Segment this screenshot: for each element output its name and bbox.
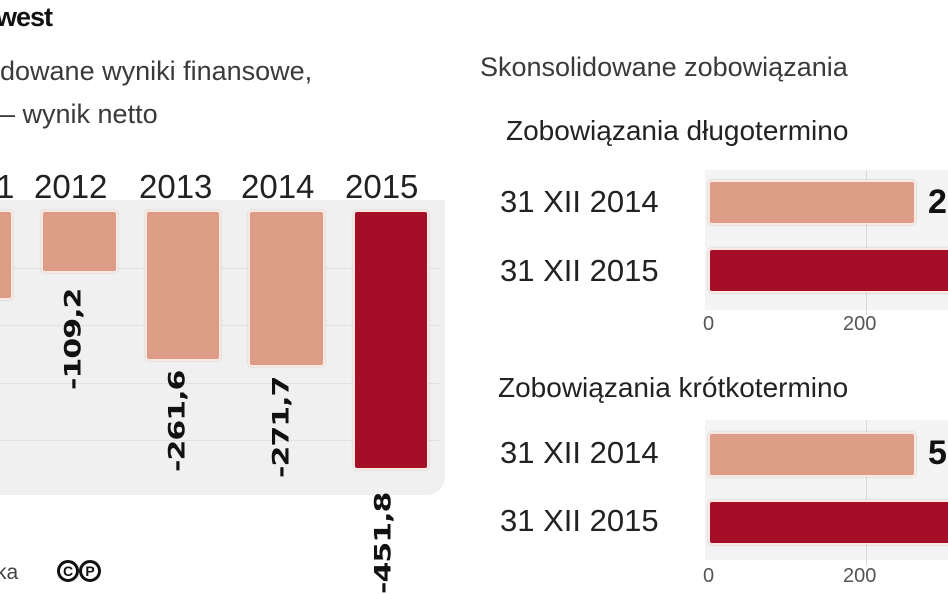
long-term-row-label-2015: 31 XII 2015 — [500, 253, 659, 288]
chart-title: west — [0, 2, 53, 32]
year-label-2012: 2012 — [34, 168, 108, 205]
source-label: ka — [0, 561, 19, 584]
gridline-200 — [866, 420, 867, 565]
bar-2011 — [0, 210, 13, 300]
chart-subtitle: dowane wyniki finansowe, – wynik netto — [0, 50, 312, 136]
year-label-2011: 1 — [0, 168, 15, 205]
copyright-mark: C P — [57, 560, 101, 582]
long-term-row-label-2014: 31 XII 2014 — [500, 184, 659, 219]
bar-2014 — [248, 210, 325, 367]
long-term-title: Zobowiązania długotermino — [506, 115, 849, 146]
short-term-bar-2015 — [708, 500, 948, 545]
tick-200: 200 — [843, 565, 877, 587]
gridline-200 — [866, 170, 867, 315]
bar-2015 — [353, 210, 429, 470]
long-term-bar-2014 — [708, 180, 916, 225]
subtitle-line-2: – wynik netto — [0, 99, 158, 129]
bar-2013 — [145, 210, 221, 361]
tick-200: 200 — [843, 313, 877, 335]
bar-value-2013: -261,6 — [164, 370, 191, 472]
bar-value-2015: -451,8 — [370, 492, 397, 594]
long-term-bar-2015 — [708, 248, 948, 293]
short-term-bar-2014 — [708, 432, 916, 477]
short-term-row-label-2014: 31 XII 2014 — [500, 435, 659, 470]
tick-0: 0 — [703, 313, 715, 335]
short-term-title: Zobowiązania krótkotermino — [498, 372, 849, 403]
short-term-row-label-2015: 31 XII 2015 — [500, 503, 659, 538]
liabilities-title: Skonsolidowane zobowiązania — [480, 52, 848, 82]
copyright-p-icon: P — [79, 560, 101, 582]
short-term-value-2014: 5 — [928, 434, 947, 472]
copyright-c-icon: C — [57, 560, 79, 582]
bar-value-2014: -271,7 — [268, 376, 295, 478]
year-label-2015: 2015 — [345, 168, 419, 205]
subtitle-line-1: dowane wyniki finansowe, — [0, 56, 313, 86]
year-label-2014: 2014 — [241, 168, 315, 205]
gridline — [0, 440, 440, 441]
year-label-2013: 2013 — [139, 168, 213, 205]
bar-2012 — [41, 210, 118, 273]
long-term-value-2014: 2 — [928, 183, 947, 221]
tick-0: 0 — [703, 565, 715, 587]
bar-value-2012: -109,2 — [60, 288, 87, 390]
gridline — [0, 383, 440, 384]
